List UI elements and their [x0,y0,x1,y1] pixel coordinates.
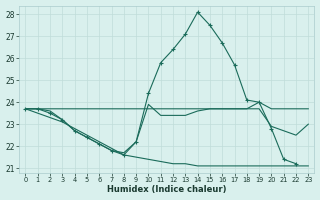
X-axis label: Humidex (Indice chaleur): Humidex (Indice chaleur) [107,185,227,194]
